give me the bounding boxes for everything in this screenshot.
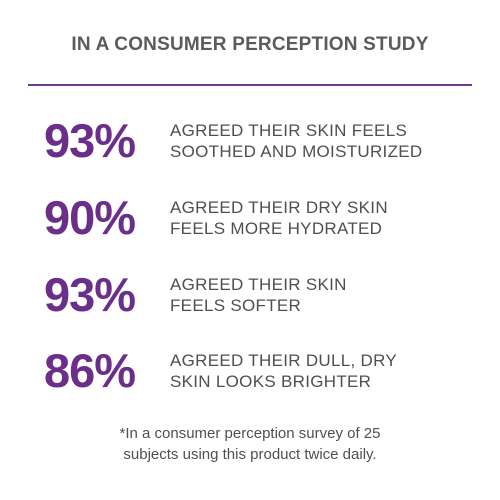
stat-description: AGREED THEIR DRY SKIN FEELS MORE HYDRATE… [170, 198, 388, 238]
stat-description: AGREED THEIR DULL, DRY SKIN LOOKS BRIGHT… [170, 351, 398, 391]
stat-percentage: 93% [44, 268, 136, 321]
stat-row: 93% AGREED THEIR SKIN FEELS SOFTER [0, 266, 500, 324]
stat-percentage: 93% [44, 114, 136, 167]
stat-description: AGREED THEIR SKIN FEELS SOFTER [170, 275, 347, 315]
stat-percentage: 90% [44, 191, 136, 244]
stat-description: AGREED THEIR SKIN FEELS SOOTHED AND MOIS… [170, 121, 423, 161]
stat-row: 86% AGREED THEIR DULL, DRY SKIN LOOKS BR… [0, 342, 500, 400]
title-divider [28, 84, 472, 86]
stat-row: 93% AGREED THEIR SKIN FEELS SOOTHED AND … [0, 112, 500, 170]
stat-percentage: 86% [44, 344, 136, 397]
footnote: *In a consumer perception survey of 25 s… [119, 425, 381, 463]
page-title: IN A CONSUMER PERCEPTION STUDY [71, 34, 429, 55]
stat-row: 90% AGREED THEIR DRY SKIN FEELS MORE HYD… [0, 189, 500, 247]
